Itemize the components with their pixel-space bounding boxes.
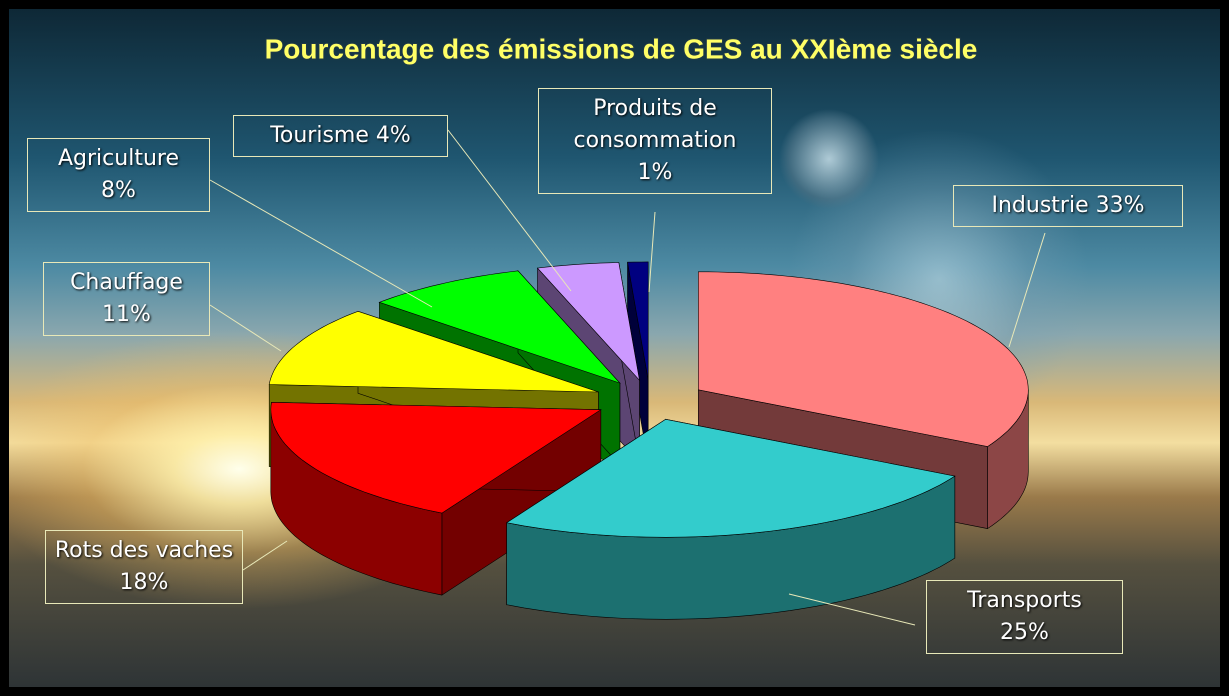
- value-label: 4%: [375, 123, 411, 148]
- leader-line: [242, 540, 288, 571]
- category-label: Agriculture: [58, 146, 179, 171]
- chart: Pourcentage des émissions de GES au XXIè…: [209, 32, 1046, 626]
- category-label: Chauffage: [70, 270, 183, 295]
- data-label: Transports 25%: [926, 580, 1123, 654]
- slice: [505, 418, 956, 620]
- slice: [627, 261, 649, 462]
- value-label: 1%: [637, 160, 673, 185]
- slice: [378, 270, 621, 384]
- chart-title: Pourcentage des émissions de GES au XXIè…: [265, 33, 978, 64]
- slice: [505, 418, 956, 538]
- category-label: Produits de consommation: [573, 96, 737, 153]
- data-label: Chauffage 11%: [43, 262, 210, 336]
- slice: [627, 261, 649, 380]
- slice: [268, 310, 599, 393]
- category-label: Tourisme: [270, 123, 369, 148]
- value-label: 18%: [119, 570, 169, 595]
- data-label: Rots des vaches 18%: [45, 530, 243, 604]
- slice: [536, 262, 640, 382]
- category-label: Transports: [967, 588, 1082, 613]
- slice: [270, 401, 602, 596]
- data-label: Industrie 33%: [953, 185, 1183, 227]
- slide: Pourcentage des émissions de GES au XXIè…: [9, 9, 1220, 687]
- leader-line: [648, 211, 656, 293]
- leader-line: [1008, 232, 1046, 348]
- value-label: 8%: [101, 178, 136, 203]
- data-label: Tourisme 4%: [233, 115, 448, 157]
- slice: [270, 401, 602, 514]
- value-label: 11%: [102, 302, 151, 327]
- value-label: 33%: [1095, 193, 1145, 218]
- leader-line: [209, 179, 433, 308]
- category-label: Industrie: [991, 193, 1089, 218]
- pie: [268, 261, 1029, 620]
- data-label: Agriculture 8%: [27, 138, 210, 212]
- data-label: Produits de consommation 1%: [538, 88, 772, 194]
- leader-line: [209, 304, 282, 352]
- leader-line: [788, 593, 916, 626]
- slice: [698, 271, 1029, 447]
- category-label: Rots des vaches: [54, 538, 234, 563]
- leader-line: [447, 129, 572, 292]
- value-label: 25%: [1000, 620, 1049, 645]
